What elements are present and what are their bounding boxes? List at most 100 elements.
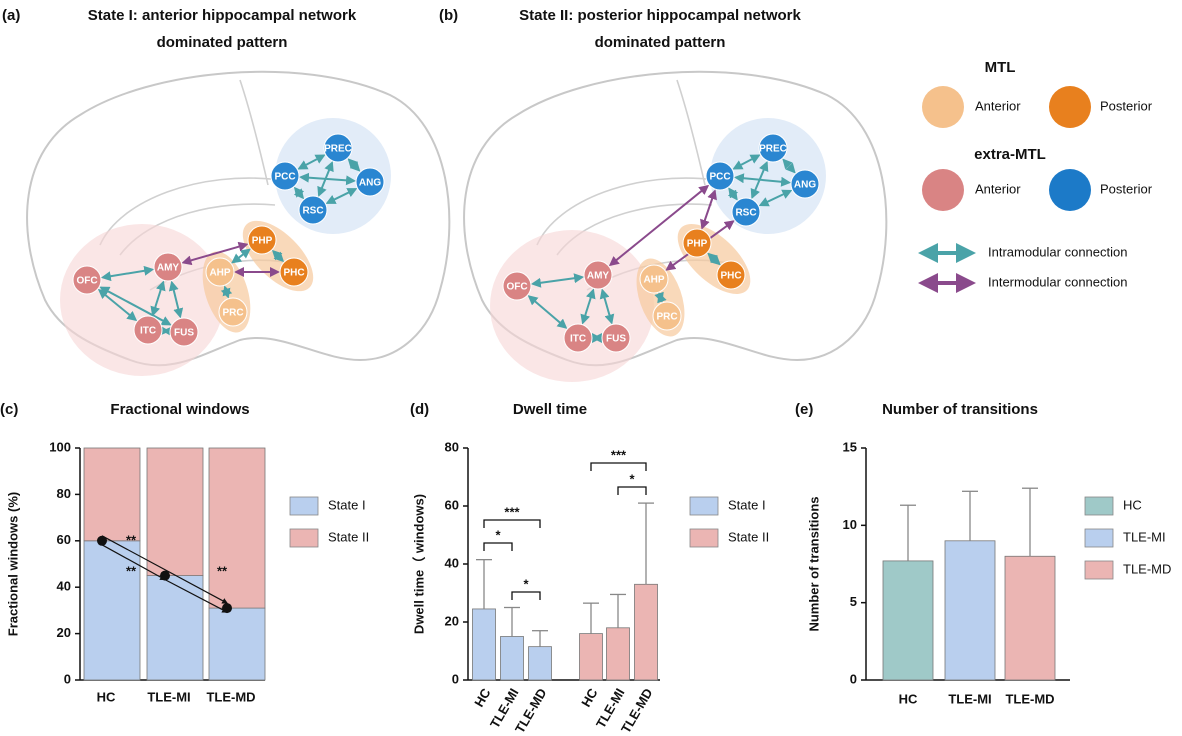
connection [599, 288, 615, 325]
node-label: PREC [324, 144, 352, 155]
dot [222, 603, 232, 614]
legend-title: extra-MTL [974, 146, 1046, 163]
trend-line [101, 544, 167, 581]
node [652, 301, 682, 331]
legend-text: Anterior [975, 181, 1021, 196]
bar-segment [146, 575, 204, 681]
node [270, 161, 300, 191]
node-label: PHP [252, 236, 273, 247]
x-tick-label: TLE-MD [206, 689, 255, 704]
connection [700, 189, 717, 230]
y-tick-label: 0 [850, 671, 857, 686]
bar [500, 636, 524, 681]
legend-swatch [1084, 528, 1114, 548]
bar [579, 633, 603, 681]
legend-swatch [1084, 496, 1114, 516]
node-label: RSC [302, 206, 323, 217]
node-label: PRC [656, 312, 677, 323]
connection [99, 286, 172, 326]
node [682, 228, 712, 258]
node-label: PHC [283, 268, 304, 279]
bar [606, 627, 630, 681]
y-tick-label: 100 [49, 439, 71, 454]
x-tick-label: TLE-MI [147, 689, 190, 704]
legend-swatch [1049, 86, 1091, 128]
node [731, 197, 761, 227]
legend-swatch [1049, 169, 1091, 211]
connection [297, 154, 326, 170]
y-tick-label: 5 [850, 594, 857, 609]
legend-swatch [689, 528, 719, 548]
module-bg [60, 224, 224, 376]
node-label: FUS [606, 334, 626, 345]
node-label: AMY [157, 263, 180, 274]
connection [347, 158, 361, 172]
y-tick-label: 20 [445, 613, 459, 628]
node [758, 133, 788, 163]
diagram-title: State II: posterior hippocampal network [519, 7, 801, 24]
connection [293, 186, 305, 200]
diagram-title: dominated pattern [157, 34, 288, 51]
trend-line [164, 579, 229, 613]
connection [782, 158, 796, 174]
significance-bracket [590, 462, 647, 471]
bar [1004, 555, 1056, 681]
node-label: RSC [735, 208, 756, 219]
connection [530, 273, 585, 288]
y-tick-label: 60 [445, 497, 459, 512]
connection [758, 189, 793, 207]
connection [271, 249, 285, 263]
connection [325, 188, 358, 204]
bar-segment [208, 447, 266, 609]
connection [298, 172, 357, 186]
bar-segment [83, 447, 141, 542]
node [583, 260, 613, 290]
y-tick-label: 10 [843, 517, 857, 532]
legend-label: State II [328, 529, 369, 544]
annotation: * [523, 576, 529, 591]
node-label: ANG [794, 180, 816, 191]
panel-label: (a) [2, 7, 20, 24]
node-label: FUS [174, 328, 194, 339]
node [563, 323, 593, 353]
legend-label: State II [728, 529, 769, 544]
node [298, 195, 328, 225]
node [323, 133, 353, 163]
node [502, 271, 532, 301]
panel-label: (c) [0, 401, 18, 418]
node-label: AMY [587, 271, 610, 282]
y-tick-label: 80 [445, 439, 459, 454]
chart-title: Fractional windows [110, 401, 249, 418]
legend-title: MTL [985, 59, 1016, 76]
legend-text: Intermodular connection [988, 274, 1127, 289]
dot [160, 570, 170, 581]
node [716, 260, 746, 290]
connection [608, 184, 710, 267]
connection [150, 280, 166, 317]
legend-text: Posterior [1100, 181, 1153, 196]
trend-line [101, 535, 229, 604]
node [153, 252, 183, 282]
y-tick-label: 0 [64, 671, 71, 686]
diagram-title: dominated pattern [595, 34, 726, 51]
module-bg [490, 230, 654, 382]
legend-swatch [1084, 560, 1114, 580]
connection [527, 295, 568, 329]
x-tick-label: TLE-MD [1005, 691, 1054, 706]
node-label: OFC [506, 282, 527, 293]
panel-label: (d) [410, 401, 429, 418]
annotation: ** [126, 532, 137, 547]
node-label: ANG [359, 178, 381, 189]
node [601, 323, 631, 353]
node-label: PHC [720, 271, 741, 282]
significance-bracket [511, 591, 541, 600]
annotation: ** [126, 563, 137, 578]
connection [181, 241, 249, 266]
y-tick-label: 40 [445, 555, 459, 570]
significance-bracket [483, 542, 513, 551]
x-tick-label: HC [899, 691, 918, 706]
node [279, 257, 309, 287]
x-tick-label: HC [578, 685, 601, 709]
node-label: ITC [140, 326, 156, 337]
